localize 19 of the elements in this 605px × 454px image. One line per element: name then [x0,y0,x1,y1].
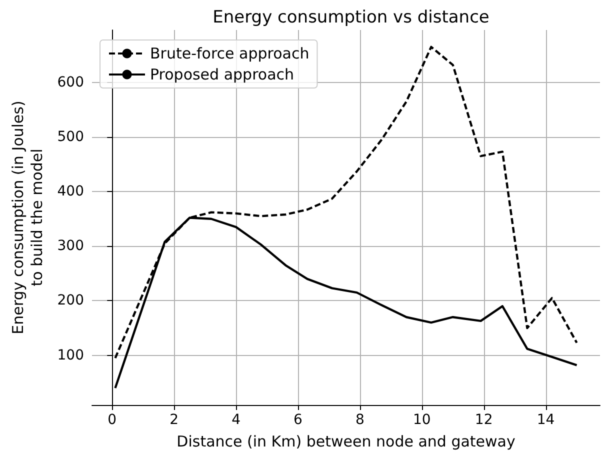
y-tick-label: 100 [57,347,84,364]
x-tick-label: 8 [355,412,364,428]
y-tick-label: 300 [57,238,84,254]
legend-label: Brute-force approach [150,44,310,62]
x-tick-label: 12 [474,412,493,428]
y-tick-label: 400 [57,184,84,200]
x-axis-title: Distance (in Km) between node and gateway [176,432,516,450]
x-tick-label: 10 [412,412,431,428]
legend-label: Proposed approach [150,66,294,84]
x-tick-label: 2 [170,412,179,428]
x-tick-label: 0 [108,412,117,428]
x-tick-label: 6 [294,412,303,428]
y-tick-label: 200 [57,292,84,309]
chart-title: Energy consumption vs distance [212,8,490,28]
y-tick-label: 600 [57,74,84,90]
y-tick-label: 500 [57,128,84,145]
x-tick-label: 14 [536,412,555,428]
y-axis-title: Energy consumption (in Joules) to build the model [8,100,46,334]
x-tick-label: 4 [232,412,241,428]
